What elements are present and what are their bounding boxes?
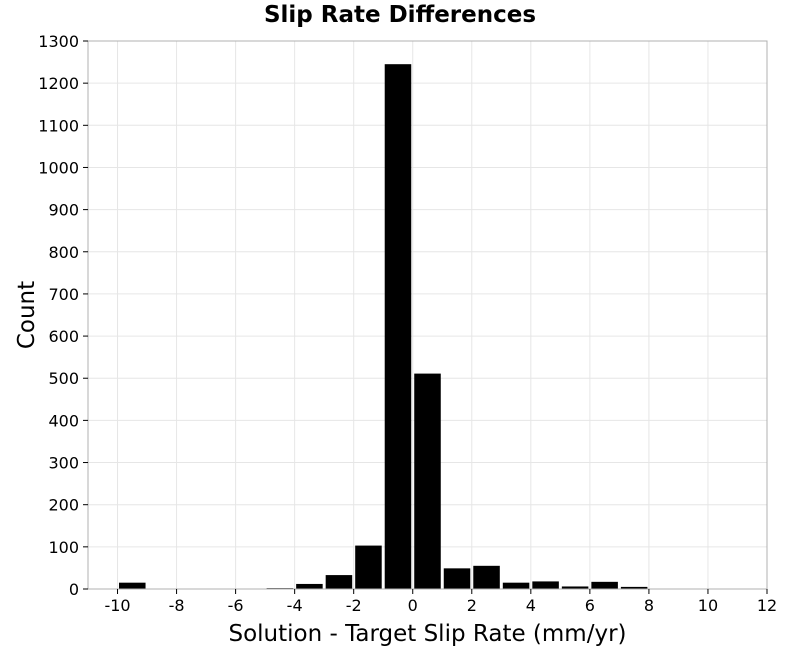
- y-tick-label: 400: [48, 411, 79, 430]
- y-tick-label: 300: [48, 454, 79, 473]
- y-tick-label: 100: [48, 538, 79, 557]
- x-tick-label: 8: [644, 596, 654, 615]
- x-tick-label: -2: [346, 596, 362, 615]
- x-tick-label: 4: [526, 596, 536, 615]
- y-tick-label: 1300: [38, 32, 79, 51]
- y-tick-label: 900: [48, 201, 79, 220]
- histogram-bar: [384, 64, 412, 589]
- histogram-bar: [355, 545, 382, 589]
- x-tick-label: -10: [104, 596, 130, 615]
- x-tick-label: 0: [408, 596, 418, 615]
- x-tick-label: -4: [287, 596, 303, 615]
- x-tick-label: 10: [698, 596, 718, 615]
- bars: [119, 64, 648, 589]
- histogram-bar: [325, 575, 353, 589]
- histogram-bar: [561, 586, 589, 589]
- histogram-bar: [532, 581, 559, 589]
- axes: -10 -8 -6 -4 -2 0 2 4 6 8 10 12 0 100 200 300 400 500 600 7…: [38, 32, 777, 615]
- x-tick-label: 6: [585, 596, 595, 615]
- y-tick-label: 1200: [38, 74, 79, 93]
- x-axis-label: Solution - Target Slip Rate (mm/yr): [229, 621, 627, 647]
- x-tick-label: -6: [228, 596, 244, 615]
- histogram-bar: [620, 586, 648, 589]
- histogram-bar: [296, 583, 323, 589]
- y-tick-label: 1000: [38, 158, 79, 177]
- y-tick-label: 500: [48, 369, 79, 388]
- histogram-bar: [502, 582, 530, 589]
- y-tick-label: 1100: [38, 116, 79, 135]
- plot-frame: [87, 40, 768, 590]
- histogram-bar: [473, 565, 500, 589]
- y-tick-label: 700: [48, 285, 79, 304]
- y-tick-label: 0: [69, 580, 79, 599]
- x-tick-label: -8: [169, 596, 185, 615]
- histogram-bar: [591, 581, 618, 589]
- histogram-bar: [414, 373, 441, 589]
- histogram-bar: [119, 582, 146, 589]
- x-tick-label: 2: [467, 596, 477, 615]
- y-axis-label: Count: [14, 281, 40, 349]
- y-tick-label: 200: [48, 496, 79, 515]
- histogram-bar: [443, 568, 471, 589]
- y-tick-label: 800: [48, 243, 79, 262]
- x-tick-label: 12: [757, 596, 777, 615]
- y-tick-label: 600: [48, 327, 79, 346]
- chart-title: Slip Rate Differences: [263, 2, 537, 28]
